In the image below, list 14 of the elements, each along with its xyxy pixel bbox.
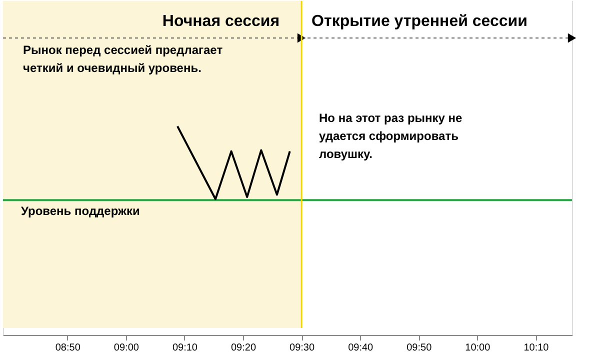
x-tick-label: 09:10 <box>172 342 198 352</box>
x-tick-label: 09:30 <box>290 342 315 352</box>
x-tick-label: 09:40 <box>348 342 374 352</box>
x-tick-label: 08:50 <box>55 342 81 352</box>
x-tick-label: 10:10 <box>524 342 550 352</box>
band-label: Ночная сессия <box>162 13 280 30</box>
x-tick-label: 09:50 <box>406 342 432 352</box>
x-tick-label: 09:20 <box>230 342 256 352</box>
x-tick-label: 10:00 <box>465 342 491 352</box>
annotation: Но на этот раз рынку не удается сформировать ловушку. <box>319 111 463 161</box>
text: Рынок перед сессией предлагает четкий и очевидный уровень. <box>23 43 223 75</box>
x-tick-label: 09:00 <box>114 342 140 352</box>
ref-line-label: Уровень поддержки <box>21 204 140 218</box>
band-label: Открытие утренней сессии <box>312 13 528 30</box>
